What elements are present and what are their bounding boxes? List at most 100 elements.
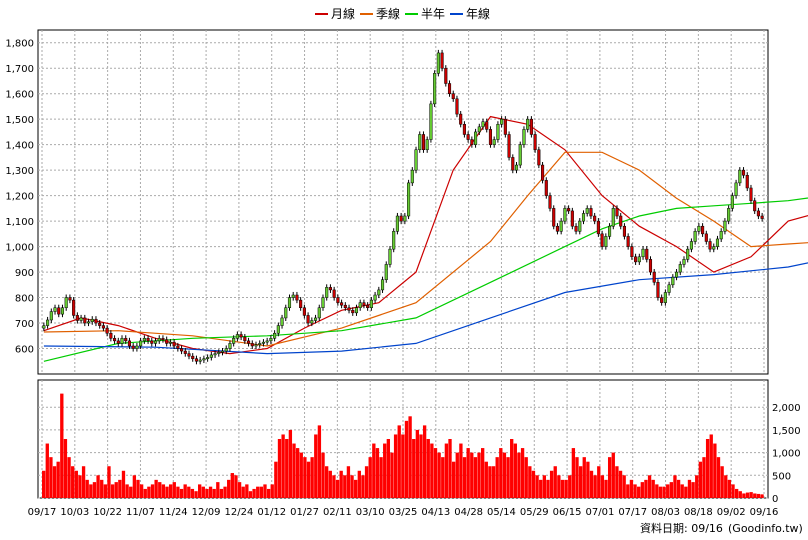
price-grid [38,30,768,374]
volume-bar [517,452,521,498]
volume-bar [354,479,358,498]
candle-body [474,131,478,145]
volume-bar [310,457,314,498]
candle-body [548,195,552,209]
candle-body [343,304,347,308]
volume-bar [241,486,245,498]
volume-bar [600,475,605,498]
candle-body [451,93,455,100]
price-panel: 600 700 800 900 1,000 1,100 1,200 1,300 1,400 1,5… [5,29,808,375]
volume-bar [734,488,739,498]
volume-y-tick-label: 500 [772,471,791,482]
volume-bar [433,448,438,498]
volume-bar [462,457,467,498]
price-y-tick-label: 1,600 [5,90,34,101]
volume-bar [393,434,398,498]
volume-bar [524,457,528,498]
volume-bar [749,492,753,498]
volume-bar [549,470,554,498]
candle-body [94,318,98,324]
candle-body [652,271,656,283]
volume-bar [626,484,630,498]
candle-body [49,311,53,321]
volume-bar [745,492,750,498]
volume-bar [578,466,583,498]
candle-body [86,321,91,324]
price-y-tick-label: 1,400 [5,141,34,152]
candle-body [656,282,660,298]
volume-bar [357,470,361,498]
volume-bar [528,466,532,498]
volume-bar [451,461,456,498]
volume-bar [676,479,681,498]
candle-body [544,180,548,196]
candle-body [79,317,83,321]
volume-bar [328,470,332,498]
volume-bar [611,452,615,498]
price-y-tick-label: 1,300 [5,166,34,177]
volume-bar [176,486,180,498]
candle-body [172,341,176,347]
volume-bar [473,457,478,498]
candle-body [552,208,556,227]
candle-body [395,215,399,232]
volume-bar [430,443,434,498]
candle-body [459,113,463,125]
volume-bar [299,452,303,498]
volume-bar [118,479,122,498]
volume-bar [466,448,470,498]
candle-body [518,144,522,166]
volume-bar [437,452,441,498]
volume-bar [132,475,137,498]
volume-bar [760,494,764,498]
volume-bar [306,461,311,498]
volume-bar [615,466,619,498]
candle-body [187,353,191,357]
x-tick-label: 09/17 [28,507,57,518]
candle-body [418,134,422,151]
volume-bar [332,475,336,498]
candle-body [749,187,753,201]
volume-bar [531,470,536,498]
volume-bar [147,486,151,498]
footer-date-label: 資料日期: 09/16 [640,521,723,535]
volume-bar [426,439,430,498]
volume-bar [506,457,510,498]
candle-body [637,256,641,263]
candle-body [57,307,61,315]
candle-body [183,350,187,354]
candle-body [60,307,65,315]
volume-bar [100,479,104,498]
volume-bar [753,493,757,498]
x-tick-label: 12/09 [192,507,221,518]
candle-body [120,338,124,344]
volume-bar [571,448,576,498]
candle-body [533,134,537,151]
volume-bar [560,479,565,498]
volume-bar [158,482,162,498]
candle-body [407,182,411,217]
x-tick-label: 08/03 [651,507,680,518]
candle-body [578,220,582,232]
candle-body [336,297,340,303]
candle-body [228,343,232,349]
volume-bar [586,461,590,498]
volume-bar [666,484,670,498]
volume-bars [42,393,764,498]
volume-bar [477,452,481,498]
price-y-tick-label: 1,200 [5,192,34,203]
price-y-tick-label: 800 [15,294,34,305]
volume-bar [49,457,53,498]
candle-body [433,73,437,105]
candle-body [429,103,433,140]
candlesticks [42,49,764,365]
x-tick-label: 03/10 [356,507,385,518]
candle-body [604,236,608,247]
volume-bar [575,457,579,498]
volume-bar [397,425,401,498]
candle-body [64,297,68,308]
legend-label-2: 半年 [421,7,445,21]
candle-body [101,325,105,329]
candle-body [209,354,213,358]
candle-body [738,169,742,184]
